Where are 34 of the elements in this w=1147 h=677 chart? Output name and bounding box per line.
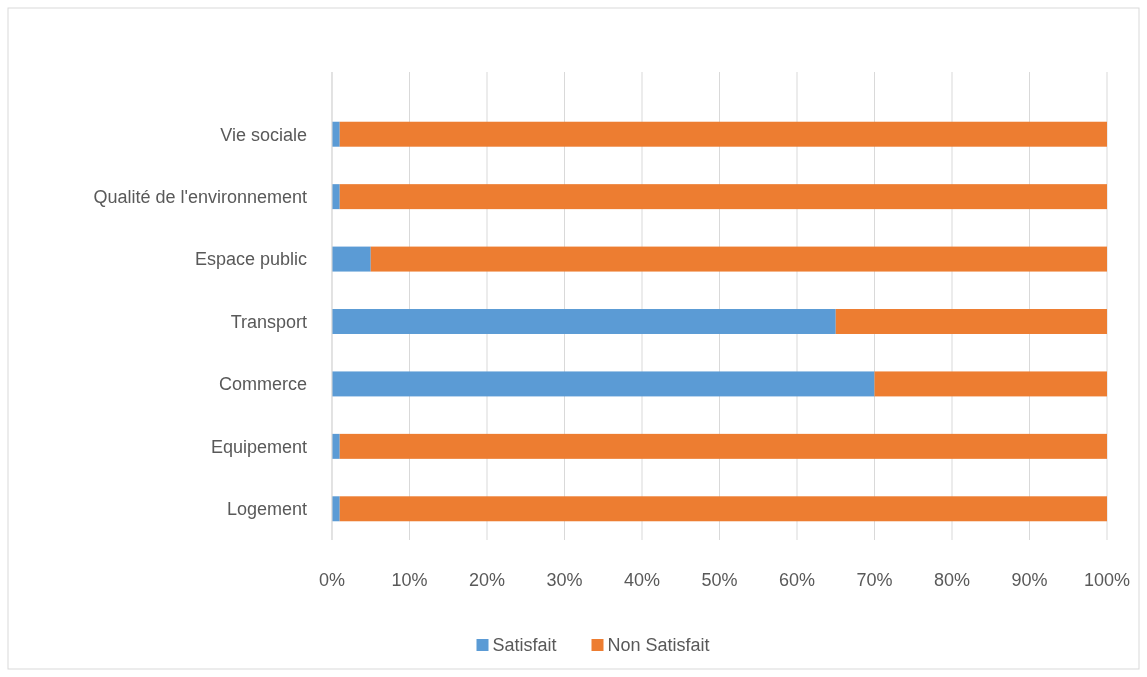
y-tick-label: Commerce — [218, 374, 307, 395]
y-tick-label: Transport — [230, 311, 307, 332]
bar — [332, 121, 340, 147]
y-tick-label: Qualité de l'environnement — [93, 186, 307, 207]
x-tick-label: 100% — [1083, 570, 1131, 590]
legend-label: Satisfait — [492, 635, 557, 656]
bar — [835, 309, 1107, 334]
bar — [874, 371, 1107, 397]
y-tick-label: Espace public — [194, 249, 307, 270]
bar — [339, 184, 1107, 210]
bar — [332, 371, 875, 397]
bar — [370, 246, 1107, 272]
bar — [332, 309, 836, 334]
bar — [332, 433, 340, 459]
bar — [339, 433, 1107, 459]
y-tick-label: Vie sociale — [220, 124, 307, 145]
x-tick-label: 50% — [701, 570, 738, 590]
bar — [332, 246, 371, 272]
x-tick-label: 90% — [1011, 570, 1048, 590]
x-tick-label: 60% — [778, 570, 816, 590]
x-tick-label: 0% — [318, 570, 346, 590]
x-tick-label: 80% — [933, 570, 971, 590]
legend-label: Non Satisfait — [607, 635, 710, 656]
bar — [332, 496, 340, 522]
x-tick-label: 30% — [546, 570, 583, 590]
x-tick-label: 40% — [623, 570, 661, 590]
x-tick-label: 20% — [468, 570, 506, 590]
x-tick-label: 70% — [856, 570, 893, 590]
x-tick-label: 10% — [391, 570, 428, 590]
bar — [339, 121, 1107, 147]
bar — [339, 496, 1107, 522]
bar — [332, 184, 340, 210]
y-tick-label: Equipement — [210, 436, 307, 457]
y-tick-label: Logement — [226, 499, 307, 520]
